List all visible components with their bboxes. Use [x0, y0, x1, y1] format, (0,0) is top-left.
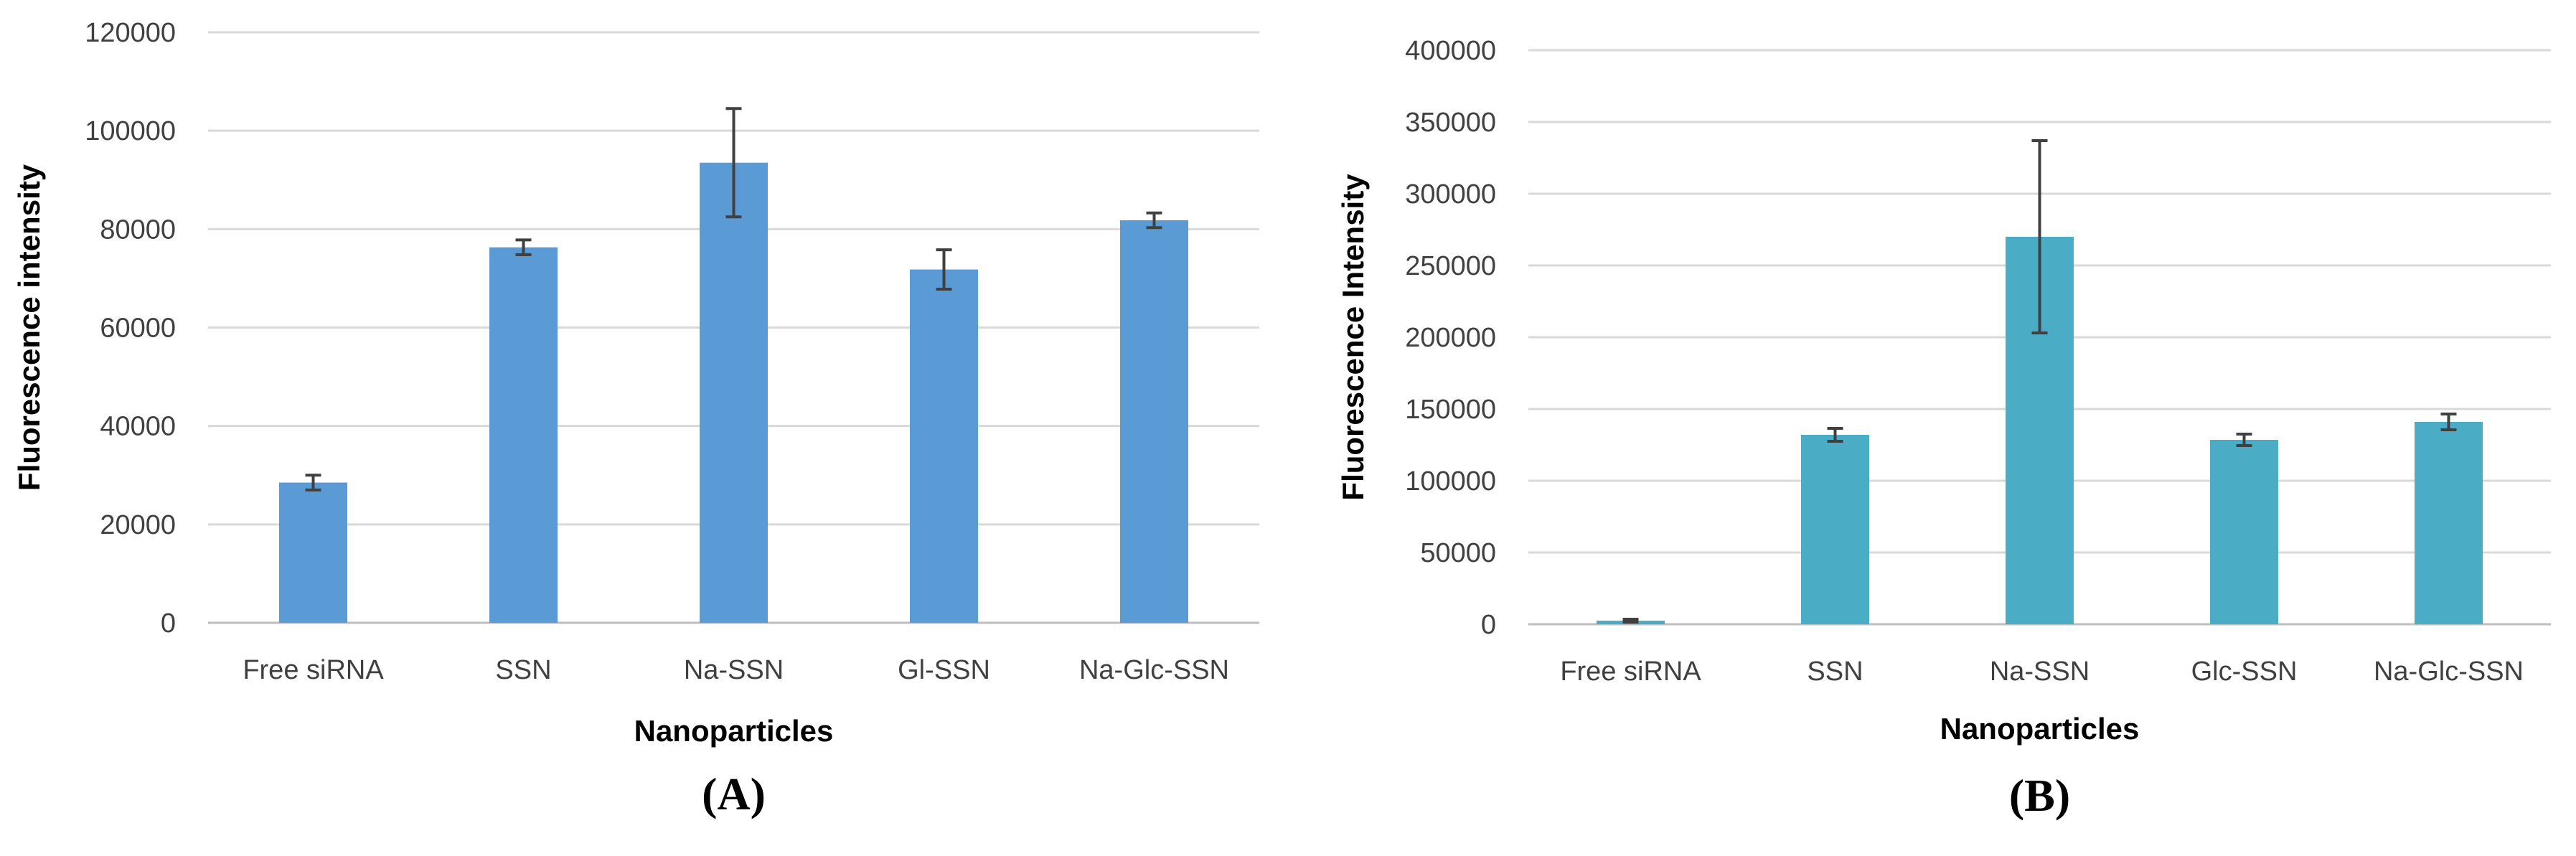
- chart-b-y-tick-label: 300000: [1405, 179, 1496, 210]
- chart-a-x-axis-title: Nanoparticles: [634, 714, 834, 748]
- chart-b-y-tick-label: 400000: [1405, 36, 1496, 66]
- chart-a-y-tick-label: 80000: [100, 215, 176, 245]
- chart-b-x-tick-label: SSN: [1807, 657, 1863, 687]
- chart-b-error-bar: [1622, 618, 1639, 624]
- chart-b-y-tick-label: 50000: [1420, 538, 1496, 568]
- chart-b-y-tick-label: 200000: [1405, 323, 1496, 353]
- chart-b-x-tick-label: Na-SSN: [1990, 657, 2090, 687]
- chart-b-x-axis-title: Nanoparticles: [1940, 712, 2140, 746]
- chart-a-x-tick-label: Na-Glc-SSN: [1079, 655, 1229, 685]
- chart-b-y-tick-label: 250000: [1405, 251, 1496, 281]
- chart-b-y-tick-label: 0: [1481, 610, 1496, 640]
- chart-a-bar: [279, 482, 347, 623]
- chart-b-x-tick-label: Na-Glc-SSN: [2374, 657, 2524, 687]
- chart-a-error-bar: [1146, 211, 1162, 230]
- chart-a-panel-label: (A): [702, 768, 766, 819]
- chart-a-y-tick-label: 120000: [85, 18, 176, 48]
- chart-a-error-bar: [515, 238, 532, 256]
- chart-a-x-tick-label: Gl-SSN: [898, 655, 990, 685]
- chart-a: 0 20000 40000 60000 80000 100000 120000 Free s…: [12, 18, 1259, 819]
- chart-b-x-tick-label: Free siRNA: [1560, 657, 1701, 687]
- chart-a-y-tick-label: 20000: [100, 510, 176, 540]
- chart-a-x-tick-label: Na-SSN: [684, 655, 784, 685]
- chart-a-error-bar: [936, 248, 952, 291]
- chart-b-error-bar: [2031, 139, 2048, 334]
- chart-a-bar: [910, 269, 978, 623]
- chart-a-y-tick-label: 100000: [85, 116, 176, 146]
- chart-b-bars: [1597, 237, 2483, 624]
- chart-a-y-axis-title: Fluorescence intensity: [12, 164, 46, 491]
- chart-a-y-tick-label: 60000: [100, 314, 176, 344]
- chart-b-error-bar: [2236, 433, 2252, 447]
- chart-b-error-bar: [2440, 413, 2457, 431]
- chart-b-x-tick-label: Glc-SSN: [2191, 657, 2298, 687]
- chart-b-bar: [1801, 435, 1869, 624]
- chart-b-error-bars: [1622, 139, 2457, 624]
- chart-a-y-tick-label: 40000: [100, 412, 176, 442]
- chart-a-y-ticks: 0 20000 40000 60000 80000 100000 120000: [85, 18, 176, 639]
- chart-b-y-tick-label: 150000: [1405, 395, 1496, 425]
- chart-a-x-ticks: Free siRNA SSN Na-SSN Gl-SSN Na-Glc-SSN: [243, 655, 1229, 685]
- chart-b-panel-label: (B): [2009, 770, 2070, 821]
- chart-b-y-axis-title: Fluorescence Intensity: [1336, 174, 1370, 501]
- chart-b-y-tick-label: 350000: [1405, 108, 1496, 138]
- chart-b-error-bar: [1827, 427, 1843, 443]
- chart-b-bar: [2210, 440, 2278, 624]
- chart-a-bar: [489, 247, 558, 623]
- chart-a-bar: [1120, 220, 1188, 623]
- chart-a-bars: [279, 162, 1188, 623]
- chart-b: 0 50000 100000 150000 200000 250000 300000 3500…: [1336, 36, 2551, 821]
- chart-a-error-bar: [725, 107, 742, 219]
- chart-a-bar: [700, 162, 768, 623]
- chart-b-y-ticks: 0 50000 100000 150000 200000 250000 300000 3500…: [1405, 36, 1496, 640]
- chart-b-y-tick-label: 100000: [1405, 466, 1496, 497]
- chart-a-x-tick-label: Free siRNA: [243, 655, 384, 685]
- chart-b-x-ticks: Free siRNA SSN Na-SSN Glc-SSN Na-Glc-SSN: [1560, 657, 2524, 687]
- chart-a-error-bar: [305, 474, 321, 492]
- chart-b-bar: [2415, 422, 2483, 624]
- chart-a-y-tick-label: 0: [161, 608, 176, 639]
- chart-a-error-bars: [305, 107, 1162, 492]
- chart-a-x-tick-label: SSN: [495, 655, 551, 685]
